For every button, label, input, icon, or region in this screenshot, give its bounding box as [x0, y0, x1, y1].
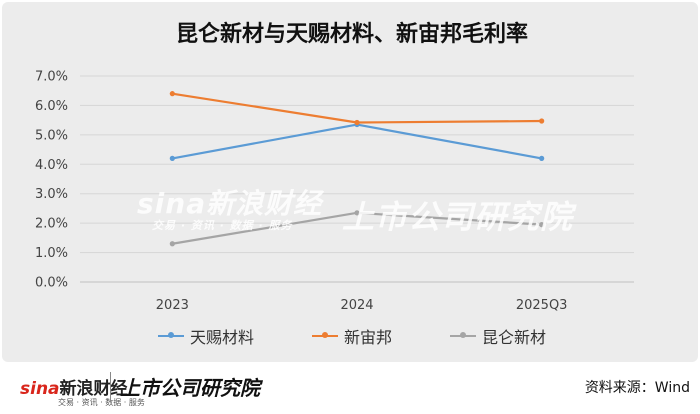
legend-item: 昆仑新材: [450, 324, 546, 348]
sina-logo-sub: 交易 · 资讯 · 数据 · 服务: [58, 398, 145, 407]
chart-title: 昆仑新材与天赐材料、新宙邦毛利率: [175, 22, 528, 47]
chart-plot: 0.0% 1.0% 2.0% 3.0% 4.0% 5.0% 6.0% 7.0% 2023 2024…: [35, 70, 634, 313]
y-tick-label: 2.0%: [35, 217, 68, 232]
data-point: [539, 155, 545, 161]
legend-label: 天赐材料: [189, 328, 254, 347]
data-point: [539, 222, 545, 228]
series-line: [172, 92, 542, 124]
legend-item: 新宙邦: [311, 324, 392, 348]
x-tick-label: 2025Q3: [516, 298, 568, 313]
data-point: [354, 210, 360, 216]
watermark-brand-sub: 交易 · 资讯 · 数据 · 服务: [152, 219, 293, 232]
legend-label: 昆仑新材: [482, 328, 547, 347]
legend-item: 天赐材料: [157, 324, 254, 348]
sina-logo-mark: sina: [20, 379, 60, 399]
y-tick-label: 6.0%: [35, 99, 68, 114]
x-tick-label: 2023: [156, 298, 189, 313]
chart-card: 0.0% 1.0% 2.0% 3.0% 4.0% 5.0% 6.0% 7.0% 2023 2024…: [2, 2, 698, 362]
y-tick-label: 7.0%: [35, 70, 68, 85]
y-tick-label: 0.0%: [35, 276, 68, 291]
watermark-institute: 上市公司研究院: [342, 198, 574, 236]
watermark-brand: sina新浪财经: [137, 187, 323, 220]
sina-logo: sina新浪财经: [20, 374, 128, 399]
sina-logo-text: 新浪财经: [59, 379, 128, 399]
legend-swatch: [450, 332, 476, 338]
institute-logo: 上市公司研究院: [120, 376, 260, 400]
legend-label: 新宙邦: [343, 328, 392, 347]
y-tick-label: 4.0%: [35, 158, 68, 173]
data-point: [354, 119, 360, 126]
legend-swatch: [157, 332, 184, 338]
y-tick-label: 3.0%: [35, 187, 68, 202]
data-point: [169, 155, 175, 161]
logo-divider: [110, 372, 111, 402]
data-source: 资料来源：Wind: [584, 380, 690, 396]
y-tick-label: 1.0%: [35, 246, 68, 261]
legend-swatch: [311, 332, 338, 338]
x-tick-label: 2024: [340, 298, 373, 313]
footer: sina新浪财经 交易 · 资讯 · 数据 · 服务 上市公司研究院 资料来源：…: [0, 364, 700, 414]
chart-legend: 天赐材料 新宙邦 昆仑新材: [2, 324, 700, 348]
data-point: [169, 241, 175, 247]
series-line: [172, 123, 542, 160]
data-point: [169, 91, 175, 97]
data-point: [539, 118, 545, 124]
y-tick-label: 5.0%: [35, 128, 68, 143]
